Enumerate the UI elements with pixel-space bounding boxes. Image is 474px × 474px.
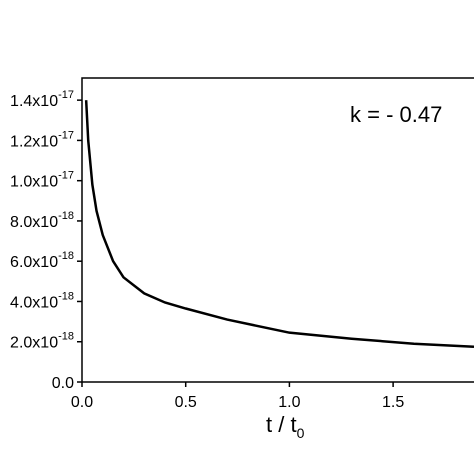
y-tick-exponent: -18 (58, 331, 74, 343)
y-tick-label: 6.0x10-18 (10, 250, 74, 271)
y-tick-mantissa: 8.0x10 (10, 214, 58, 231)
y-tick-exponent: -17 (58, 89, 74, 101)
y-tick-mantissa: 1.2x10 (10, 133, 58, 150)
y-tick-label: 1.2x10-17 (10, 129, 74, 150)
y-tick-mantissa: 1.4x10 (10, 93, 58, 110)
y-tick-exponent: -17 (58, 129, 74, 141)
y-tick-exponent: -18 (58, 210, 74, 222)
y-tick-mantissa: 4.0x10 (10, 294, 58, 311)
x-tick-label: 0.0 (71, 394, 93, 411)
y-tick-mantissa: 0.0 (52, 375, 74, 392)
x-tick-label: 0.5 (175, 394, 197, 411)
x-label-text: t / t (266, 412, 297, 437)
plot-frame (81, 77, 474, 383)
y-tick-mantissa: 1.0x10 (10, 174, 58, 191)
y-tick-mantissa: 6.0x10 (10, 254, 58, 271)
x-axis-label: t / t0 (266, 412, 305, 441)
y-tick-exponent: -18 (58, 250, 74, 262)
y-tick-label: 8.0x10-18 (10, 210, 74, 231)
y-tick-label: 4.0x10-18 (10, 290, 74, 311)
x-tick-label: 1.0 (278, 394, 300, 411)
y-tick-exponent: -17 (58, 170, 74, 182)
x-label-subscript: 0 (297, 425, 305, 441)
y-tick-label: 2.0x10-18 (10, 331, 74, 352)
y-tick-label: 1.0x10-17 (10, 170, 74, 191)
y-tick-exponent: -18 (58, 290, 74, 302)
y-tick-mantissa: 2.0x10 (10, 335, 58, 352)
data-line (84, 100, 474, 349)
y-tick-label: 0.0 (52, 375, 74, 392)
x-tick-label: 1.5 (382, 394, 404, 411)
annotation: k = - 0.47 (350, 102, 442, 127)
y-tick-label: 1.4x10-17 (10, 89, 74, 110)
